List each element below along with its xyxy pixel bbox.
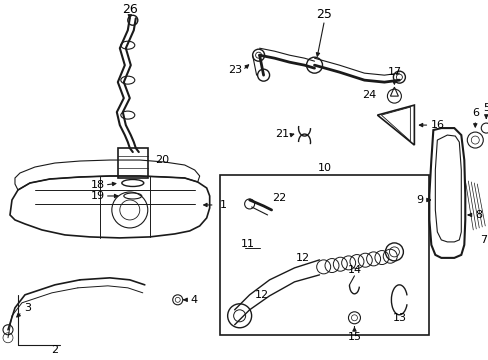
Text: 22: 22 [272,193,286,203]
Text: 6: 6 [471,108,478,118]
Text: 25: 25 [316,8,332,21]
Text: 9: 9 [415,195,422,205]
Text: 4: 4 [190,295,197,305]
Text: 10: 10 [317,163,331,173]
Text: 14: 14 [346,265,361,275]
Text: 19: 19 [91,191,105,201]
Text: 15: 15 [347,332,361,342]
Text: 18: 18 [91,180,105,190]
Text: 1: 1 [220,200,227,210]
Text: 21: 21 [275,129,289,139]
Text: 13: 13 [391,313,406,323]
Text: 12: 12 [295,253,309,263]
Text: 3: 3 [24,303,31,313]
Text: 23: 23 [228,65,242,75]
Text: 7: 7 [479,235,486,245]
Text: 17: 17 [386,67,401,77]
Text: 24: 24 [362,90,376,100]
Text: 2: 2 [51,345,59,355]
Text: 26: 26 [122,3,138,16]
Text: 12: 12 [254,290,268,300]
Text: 16: 16 [429,120,444,130]
Text: 11: 11 [240,239,254,249]
Text: 5: 5 [482,103,488,113]
Text: 20: 20 [154,155,168,165]
Text: 8: 8 [475,210,482,220]
